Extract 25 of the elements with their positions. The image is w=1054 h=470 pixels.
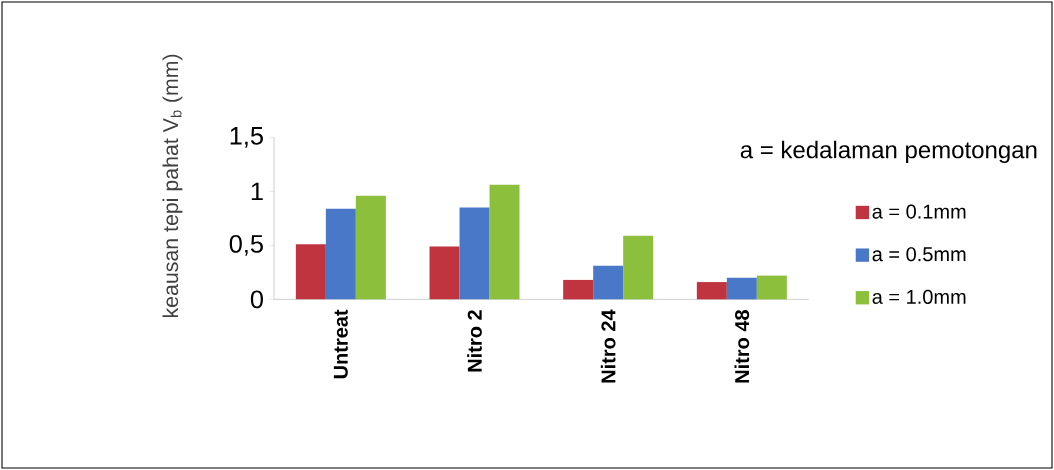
- bar: [696, 282, 727, 300]
- legend-label: a = 0.1mm: [872, 204, 966, 219]
- bar: [295, 244, 326, 300]
- bar: [756, 275, 787, 300]
- x-tick-label: Untreat: [333, 309, 348, 379]
- bar: [623, 235, 654, 300]
- bar: [563, 279, 594, 300]
- bar: [489, 184, 520, 300]
- x-tick-label: Nitro 24: [600, 309, 616, 383]
- y-tick-label: 0: [250, 290, 263, 309]
- y-tick-label: 1: [251, 182, 263, 201]
- bar: [429, 246, 460, 300]
- bar: [459, 207, 490, 300]
- bar: [355, 195, 386, 300]
- bar: [726, 277, 757, 300]
- legend-title: a = kedalaman pemotongan: [740, 140, 1037, 164]
- y-tick-label: 1,5: [230, 127, 263, 148]
- bar: [325, 208, 356, 300]
- y-tick-label: 0,5: [229, 234, 263, 256]
- legend-label: a = 0.5mm: [872, 247, 966, 262]
- x-tick-label: Nitro 2: [467, 310, 482, 372]
- y-axis-title: keausan tepi pahat V$_{b}$ (mm): [162, 54, 183, 318]
- x-tick-label: Nitro 48: [734, 310, 750, 383]
- bar: [593, 265, 624, 300]
- legend-label: a = 1.0mm: [872, 289, 966, 304]
